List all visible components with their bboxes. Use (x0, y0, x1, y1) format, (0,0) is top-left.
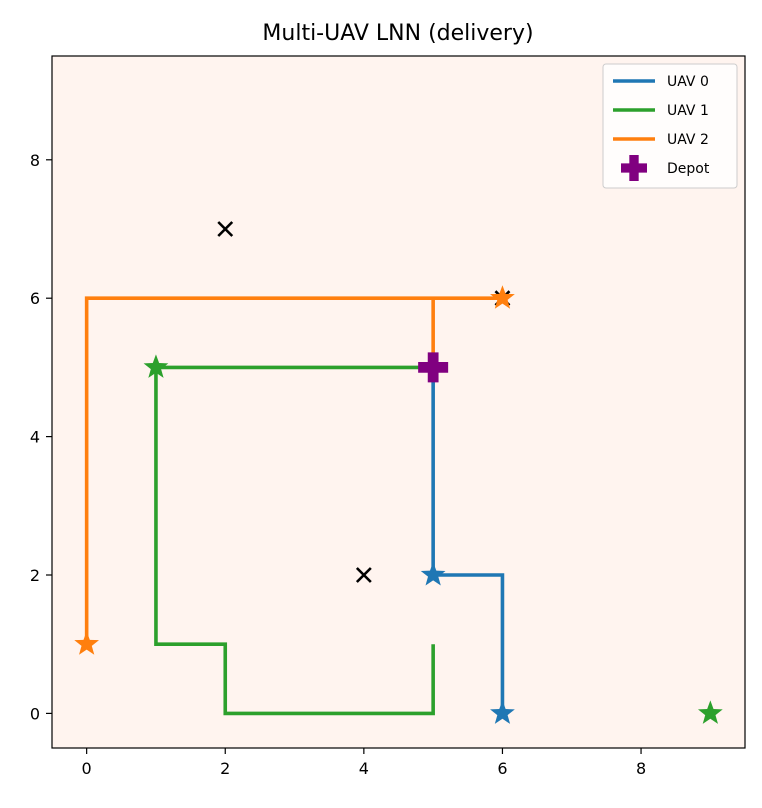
x-tick-label-3: 6 (497, 759, 507, 778)
legend-depot-swatch (621, 155, 647, 181)
x-tick-label-0: 0 (82, 759, 92, 778)
x-tick-label-4: 8 (636, 759, 646, 778)
uav-0-goal-star (490, 700, 515, 724)
obstacle-marker-1 (355, 567, 372, 583)
x-tick-label-2: 4 (359, 759, 369, 778)
chart-title: Multi-UAV LNN (delivery) (262, 21, 533, 46)
legend-label-2: UAV 2 (667, 132, 709, 148)
plot-frame (51, 55, 746, 749)
uav-2-goal-star (74, 631, 100, 655)
uav-1-start-star (143, 354, 169, 378)
legend-label-1: UAV 1 (667, 103, 709, 119)
y-tick-label-0: 0 (30, 704, 40, 723)
legend: UAV 0 UAV 1 UAV 2 Depot (602, 63, 738, 189)
y-tick-label-4: 8 (30, 151, 40, 170)
uav-0-start-star (420, 562, 446, 586)
uav-2-start-star (490, 285, 515, 309)
y-tick-label-1: 2 (30, 566, 40, 585)
markers (74, 221, 723, 724)
legend-label-0: UAV 0 (667, 74, 709, 90)
legend-label-depot: Depot (667, 161, 710, 177)
y-tick-label-2: 4 (30, 428, 40, 447)
depot-marker (418, 352, 449, 383)
obstacle-marker-0 (217, 221, 234, 237)
uav-path-2 (84, 296, 503, 645)
y-tick-label-3: 6 (30, 289, 40, 308)
axis-ticks: 0 2 4 6 8 0 2 4 6 8 (30, 151, 646, 778)
x-tick-label-1: 2 (220, 759, 230, 778)
uav-path-1 (154, 365, 435, 716)
uav-1-goal-star (697, 700, 723, 724)
